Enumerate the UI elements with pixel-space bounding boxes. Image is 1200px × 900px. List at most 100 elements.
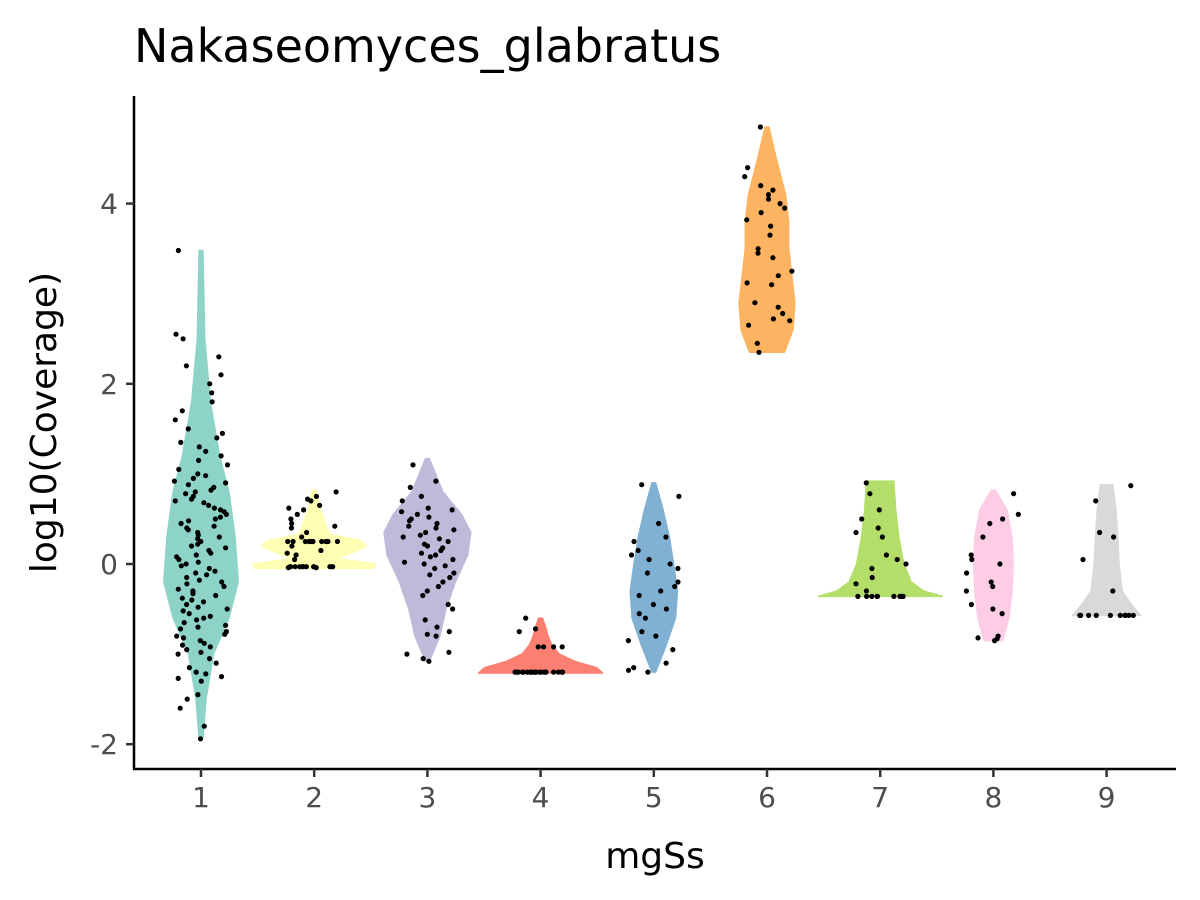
data-point — [636, 611, 642, 617]
data-point — [879, 534, 886, 540]
data-point — [201, 500, 207, 506]
data-point — [219, 430, 225, 436]
data-point — [289, 520, 295, 527]
data-point — [516, 629, 522, 635]
data-point — [195, 529, 201, 536]
data-point — [195, 559, 201, 565]
data-point — [770, 187, 776, 193]
data-point — [676, 493, 682, 499]
x-tick-label: 4 — [532, 781, 550, 814]
data-point — [399, 498, 405, 504]
data-point — [968, 601, 975, 608]
data-point — [765, 196, 772, 202]
data-point — [450, 556, 456, 563]
data-point — [639, 482, 645, 488]
x-axis-ticks: 1 2 3 4 5 6 7 8 9 — [192, 769, 1116, 814]
data-point — [197, 638, 203, 644]
data-point — [198, 649, 204, 655]
data-point — [780, 310, 786, 317]
data-point — [876, 507, 882, 513]
data-point — [313, 493, 319, 499]
y-tick-label: 4 — [100, 188, 118, 221]
data-point — [1130, 612, 1136, 619]
data-point — [988, 579, 994, 585]
data-point — [867, 491, 873, 497]
data-point — [532, 669, 538, 675]
data-point — [286, 505, 292, 511]
data-point — [997, 561, 1003, 567]
data-point — [217, 507, 224, 513]
data-point — [449, 507, 455, 513]
x-tick-label: 7 — [871, 781, 889, 814]
data-point — [869, 565, 875, 572]
data-point — [195, 624, 201, 630]
data-point — [290, 538, 296, 545]
data-point — [758, 183, 764, 189]
x-tick-label: 1 — [192, 781, 210, 814]
data-point — [869, 574, 875, 581]
violin-1 — [163, 249, 239, 739]
data-point — [183, 491, 189, 497]
data-point — [767, 232, 773, 238]
data-point — [434, 624, 440, 630]
data-point — [216, 354, 222, 360]
data-point — [1000, 516, 1006, 522]
data-point — [218, 674, 225, 680]
data-point — [223, 480, 229, 486]
data-point — [433, 525, 439, 531]
data-point — [190, 588, 196, 594]
data-point — [514, 669, 520, 675]
data-point — [209, 390, 215, 396]
data-point — [207, 381, 213, 387]
data-point — [175, 651, 181, 657]
data-point — [211, 484, 217, 490]
violin-7 — [817, 480, 943, 598]
data-point — [631, 665, 637, 671]
data-point — [176, 466, 182, 472]
data-point — [559, 644, 565, 650]
data-point — [758, 210, 764, 216]
data-point — [203, 671, 209, 677]
data-point — [196, 577, 202, 583]
data-point — [859, 516, 865, 522]
data-point — [179, 408, 185, 414]
data-point — [663, 606, 670, 612]
data-point — [209, 399, 215, 405]
data-point — [195, 471, 201, 477]
data-point — [207, 613, 213, 619]
data-point — [408, 516, 414, 522]
data-point — [427, 572, 433, 578]
data-point — [399, 509, 405, 515]
data-point — [1093, 612, 1099, 619]
data-point — [898, 593, 904, 600]
data-point — [426, 658, 432, 664]
data-point — [299, 534, 305, 540]
data-point — [528, 669, 535, 675]
data-point — [211, 505, 217, 511]
data-point — [631, 538, 637, 545]
data-point — [853, 529, 859, 536]
data-point — [406, 523, 412, 529]
data-point — [293, 552, 299, 558]
data-point — [756, 349, 762, 355]
data-point — [219, 579, 225, 585]
data-point — [183, 561, 189, 567]
data-point — [203, 473, 209, 479]
data-point — [422, 617, 428, 623]
data-point — [883, 552, 890, 558]
data-point — [304, 529, 310, 536]
data-point — [863, 480, 869, 486]
data-point — [289, 543, 295, 549]
data-point — [445, 601, 451, 608]
data-point — [213, 660, 219, 666]
data-point — [410, 462, 416, 468]
data-point — [768, 223, 774, 229]
data-point — [407, 484, 413, 490]
data-point — [874, 593, 880, 600]
data-point — [650, 601, 657, 608]
data-point — [869, 593, 875, 600]
data-point — [301, 507, 307, 513]
y-tick-label: 2 — [100, 368, 118, 401]
data-point — [445, 538, 451, 545]
